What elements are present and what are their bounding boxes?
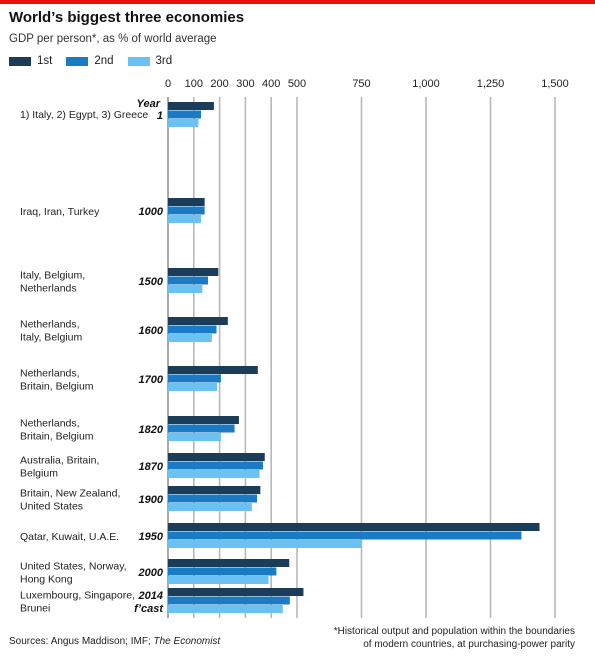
country-label: Iraq, Iran, Turkey [20, 206, 100, 218]
bar-3rd [168, 334, 212, 342]
bar-1st [168, 588, 304, 596]
bar-2nd [168, 596, 290, 605]
year-label: 1900 [139, 494, 164, 506]
country-label: Britain, New Zealand, [20, 487, 120, 499]
bar-3rd [168, 605, 283, 613]
bar-2nd [168, 494, 258, 503]
bar-1st [168, 559, 290, 567]
country-label: Australia, Britain, [20, 454, 99, 466]
forecast-label: f’cast [134, 603, 164, 615]
legend-label: 2nd [94, 55, 114, 67]
bar-3rd [168, 576, 269, 584]
bar-1st [168, 268, 219, 276]
bar-3rd [168, 503, 252, 511]
bar-1st [168, 453, 265, 461]
sources-text: Sources: Angus Maddison; IMF; [9, 636, 154, 647]
country-label: Netherlands, [20, 417, 80, 429]
bar-3rd [168, 215, 202, 223]
year-label: 2000 [138, 567, 164, 579]
bar-1st [168, 366, 258, 374]
country-label: Belgium [20, 467, 58, 479]
bar-2nd [168, 531, 522, 540]
country-label: 1) Italy, 2) Egypt, 3) Greece [20, 109, 148, 121]
footnote-line: *Historical output and population within… [333, 626, 575, 637]
year-label: 2014 [138, 590, 163, 602]
legend-swatch [127, 56, 150, 66]
country-label: Italy, Belgium [20, 331, 82, 343]
country-label: Hong Kong [20, 573, 73, 585]
footnote-line: of modern countries, at purchasing-power… [363, 639, 575, 650]
year-label: 1870 [139, 461, 164, 473]
bar-3rd [168, 540, 362, 548]
x-tick-label: 500 [288, 78, 306, 90]
year-label: 1950 [139, 531, 164, 543]
legend-item-2nd: 2nd [66, 54, 114, 68]
x-tick-label: 200 [210, 78, 228, 90]
country-label: Brunei [20, 602, 50, 614]
country-label: Netherlands [20, 282, 77, 294]
bar-3rd [168, 119, 199, 127]
bar-2nd [168, 206, 205, 215]
top-accent-bar [0, 0, 595, 4]
legend-label: 3rd [155, 55, 173, 67]
bar-2nd [168, 374, 221, 383]
bar-2nd [168, 567, 277, 576]
x-tick-label: 0 [165, 78, 171, 90]
x-tick-label: 750 [352, 78, 370, 90]
legend: 1st 2nd 3rd [9, 54, 172, 68]
legend-swatch [9, 56, 31, 66]
country-label: Qatar, Kuwait, U.A.E. [20, 531, 119, 543]
country-label: Netherlands, [20, 367, 80, 379]
x-tick-label: 1,500 [541, 78, 569, 90]
bar-3rd [168, 470, 260, 478]
bar-3rd [168, 285, 203, 293]
legend-item-1st: 1st [9, 54, 52, 68]
year-column-header: Year [137, 98, 161, 110]
year-label: 1700 [139, 374, 164, 386]
year-label: 1600 [139, 325, 164, 337]
country-label: Netherlands, [20, 318, 80, 330]
chart-title: World’s biggest three economies [9, 9, 245, 26]
bar-1st [168, 486, 261, 494]
x-tick-label: 100 [185, 78, 203, 90]
bar-1st [168, 416, 239, 424]
country-label: Britain, Belgium [20, 380, 94, 392]
legend-swatch [66, 56, 89, 66]
x-tick-label: 1,250 [477, 78, 505, 90]
year-label: 1500 [139, 276, 164, 288]
country-label: United States [20, 500, 83, 512]
bar-2nd [168, 424, 235, 433]
country-label: United States, Norway, [20, 560, 127, 572]
footnote: *Historical output and population within… [285, 625, 575, 651]
x-tick-label: 400 [262, 78, 280, 90]
bar-1st [168, 102, 214, 110]
year-label: 1820 [139, 424, 164, 436]
bar-2nd [168, 276, 208, 285]
sources-publication: The Economist [153, 636, 221, 647]
year-label: 1 [157, 110, 163, 122]
country-label: Luxembourg, Singapore, [20, 589, 135, 601]
country-label: Italy, Belgium, [20, 269, 85, 281]
bar-2nd [168, 110, 202, 119]
bar-3rd [168, 433, 221, 441]
x-tick-label: 300 [236, 78, 254, 90]
bar-2nd [168, 461, 263, 470]
country-label: Britain, Belgium [20, 430, 94, 442]
year-label: 1000 [139, 206, 164, 218]
bar-1st [168, 523, 540, 531]
bar-3rd [168, 383, 218, 391]
sources-note: Sources: Angus Maddison; IMF; The Econom… [9, 636, 220, 647]
x-tick-label: 1,000 [412, 78, 440, 90]
bar-1st [168, 198, 205, 206]
bar-2nd [168, 325, 217, 334]
legend-label: 1st [37, 55, 53, 67]
legend-item-3rd: 3rd [127, 54, 173, 68]
chart-subtitle: GDP per person*, as % of world average [9, 33, 217, 45]
bar-1st [168, 317, 228, 325]
